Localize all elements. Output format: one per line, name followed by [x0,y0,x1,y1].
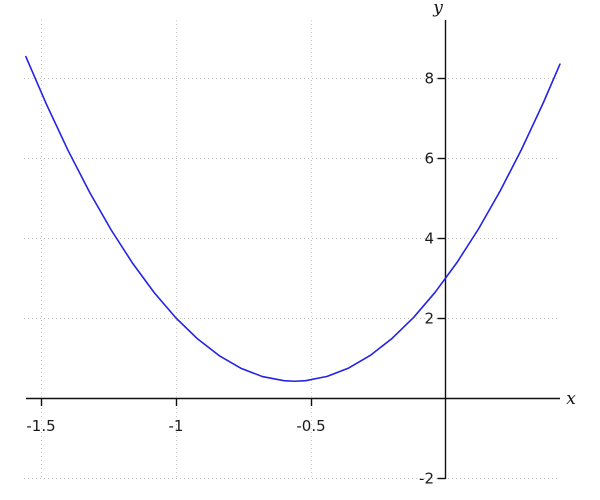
tick-marks [40,77,446,480]
x-axis-label: x [566,389,576,409]
y-tick-label: 4 [424,230,434,248]
x-tick-label: -1.5 [26,417,55,435]
x-tick-label: -0.5 [296,417,325,435]
y-tick-label: 2 [424,310,434,328]
y-tick-label: -2 [419,470,434,488]
y-tick-label: 6 [424,150,434,168]
function-curve [25,55,561,383]
y-tick-label: 8 [424,70,434,88]
gridlines [24,20,560,479]
y-axis-label: y [432,0,443,18]
axes [26,20,560,479]
x-tick-label: -1 [169,417,184,435]
